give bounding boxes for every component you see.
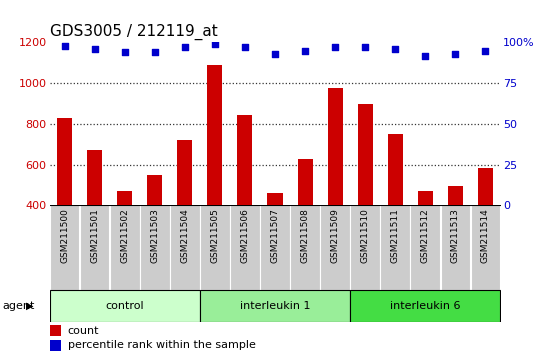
- Point: [90, 46, 99, 52]
- Bar: [50, 340, 60, 351]
- Text: GSM211507: GSM211507: [271, 208, 279, 263]
- Bar: [350, 290, 500, 322]
- Bar: [471, 205, 501, 290]
- Text: GSM211514: GSM211514: [481, 208, 490, 263]
- Bar: [320, 205, 350, 290]
- Point: [240, 45, 249, 50]
- Bar: [200, 205, 230, 290]
- Bar: [448, 186, 463, 287]
- Bar: [441, 205, 470, 290]
- Bar: [238, 115, 252, 287]
- Bar: [57, 118, 72, 287]
- Text: GSM211506: GSM211506: [240, 208, 250, 263]
- Text: control: control: [106, 301, 144, 311]
- Point: [211, 41, 219, 47]
- Text: GSM211505: GSM211505: [210, 208, 219, 263]
- Point: [60, 43, 69, 48]
- Text: count: count: [68, 326, 99, 336]
- Text: GSM211513: GSM211513: [451, 208, 460, 263]
- Point: [361, 45, 370, 50]
- Text: GDS3005 / 212119_at: GDS3005 / 212119_at: [50, 23, 217, 40]
- Point: [391, 46, 400, 52]
- Bar: [110, 205, 140, 290]
- Bar: [388, 134, 403, 287]
- Point: [451, 51, 460, 57]
- Text: interleukin 1: interleukin 1: [240, 301, 310, 311]
- Bar: [147, 175, 162, 287]
- Bar: [207, 65, 222, 287]
- Bar: [170, 205, 200, 290]
- Point: [331, 45, 339, 50]
- Text: GSM211504: GSM211504: [180, 208, 189, 263]
- Bar: [140, 205, 169, 290]
- Point: [150, 50, 159, 55]
- Point: [180, 45, 189, 50]
- Bar: [200, 290, 350, 322]
- Bar: [328, 88, 343, 287]
- Bar: [177, 140, 192, 287]
- Bar: [358, 103, 373, 287]
- Point: [120, 50, 129, 55]
- Text: ▶: ▶: [26, 301, 34, 311]
- Bar: [290, 205, 320, 290]
- Text: GSM211508: GSM211508: [300, 208, 310, 263]
- Bar: [267, 193, 283, 287]
- Bar: [80, 205, 109, 290]
- Text: percentile rank within the sample: percentile rank within the sample: [68, 341, 255, 350]
- Text: GSM211510: GSM211510: [361, 208, 370, 263]
- Bar: [117, 191, 132, 287]
- Text: GSM211511: GSM211511: [390, 208, 400, 263]
- Bar: [478, 168, 493, 287]
- Bar: [230, 205, 260, 290]
- Bar: [87, 150, 102, 287]
- Text: agent: agent: [3, 301, 35, 311]
- Text: GSM211503: GSM211503: [150, 208, 159, 263]
- Bar: [50, 325, 60, 336]
- Text: GSM211502: GSM211502: [120, 208, 129, 263]
- Text: GSM211512: GSM211512: [421, 208, 430, 263]
- Bar: [50, 205, 79, 290]
- Bar: [381, 205, 410, 290]
- Text: GSM211501: GSM211501: [90, 208, 99, 263]
- Point: [481, 48, 490, 53]
- Bar: [298, 159, 312, 287]
- Point: [301, 48, 310, 53]
- Text: interleukin 6: interleukin 6: [390, 301, 460, 311]
- Point: [421, 53, 430, 58]
- Bar: [350, 205, 380, 290]
- Text: GSM211509: GSM211509: [331, 208, 340, 263]
- Text: GSM211500: GSM211500: [60, 208, 69, 263]
- Bar: [260, 205, 290, 290]
- Bar: [410, 205, 440, 290]
- Point: [271, 51, 279, 57]
- Bar: [418, 191, 433, 287]
- Bar: [50, 290, 200, 322]
